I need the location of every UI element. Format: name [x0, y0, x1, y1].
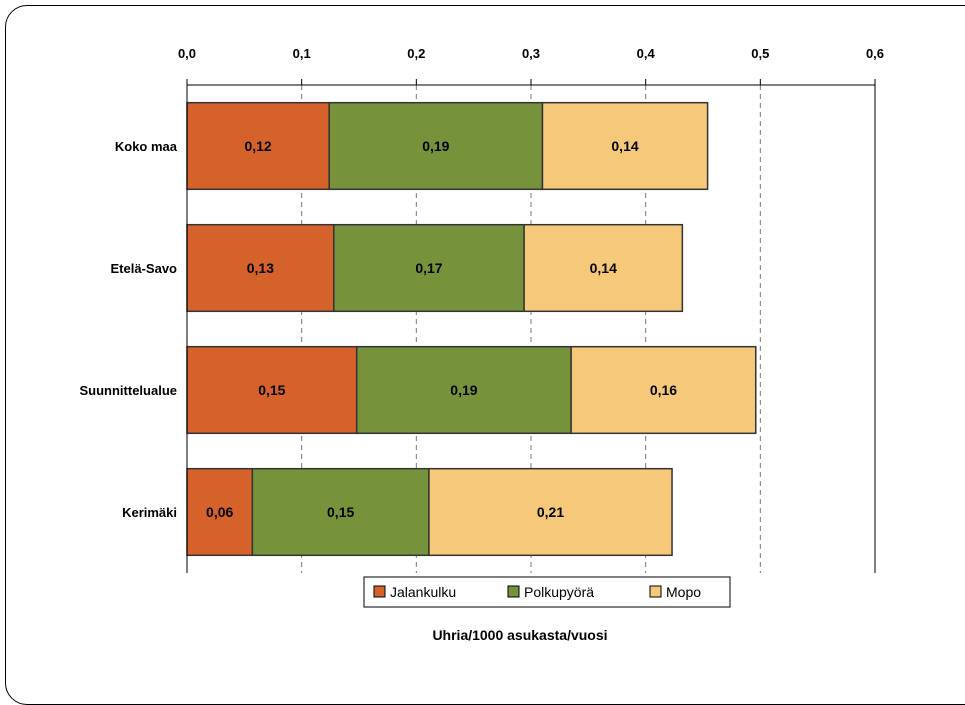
data-label: 0,13: [247, 260, 274, 276]
legend-label: Mopo: [666, 584, 701, 600]
data-label: 0,16: [650, 382, 677, 398]
category-label: Etelä-Savo: [111, 261, 178, 276]
legend-label: Polkupyörä: [524, 584, 594, 600]
data-label: 0,15: [327, 504, 354, 520]
bar-segment: [541, 101, 709, 191]
x-tick-label: 0,1: [293, 46, 311, 61]
x-tick-label: 0,5: [751, 46, 769, 61]
category-labels: Koko maa Etelä-Savo Suunnittelualue Kerimäk…: [80, 139, 178, 520]
category-label: Koko maa: [115, 139, 178, 154]
x-axis-title: Uhria/1000 asukasta/vuosi: [432, 627, 607, 643]
stacked-bar-chart: 0,12 0,19 0,14 0,13 0,17 0,14 0,15 0,19 0,16 0,06…: [80, 46, 885, 643]
bar-segment: [186, 223, 335, 313]
data-label: 0,21: [537, 504, 564, 520]
x-axis: 0,0 0,1 0,2 0,3 0,4 0,5 0,6: [178, 46, 884, 573]
data-label: 0,17: [415, 260, 442, 276]
legend-box: [363, 576, 731, 608]
x-tick-label: 0,0: [178, 46, 196, 61]
legend-label: Jalankulku: [390, 584, 456, 600]
data-label: 0,06: [206, 504, 233, 520]
legend-swatch: [649, 585, 662, 598]
bar-segment: [355, 345, 572, 435]
data-label: 0,19: [450, 382, 477, 398]
category-label: Suunnittelualue: [80, 383, 178, 398]
bar-segment: [186, 345, 358, 435]
x-tick-label: 0,4: [637, 46, 656, 61]
bars: 0,12 0,19 0,14 0,13 0,17 0,14 0,15 0,19 0,16 0,06…: [186, 101, 757, 557]
data-label: 0,19: [422, 138, 449, 154]
bar-segment: [333, 223, 525, 313]
data-label: 0,14: [590, 260, 617, 276]
x-tick-label: 0,3: [522, 46, 540, 61]
category-label: Kerimäki: [122, 505, 177, 520]
bar-segment: [186, 467, 254, 557]
data-label: 0,15: [258, 382, 285, 398]
bar-segment: [186, 101, 330, 191]
data-label: 0,14: [611, 138, 638, 154]
data-label: 0,12: [244, 138, 271, 154]
bar-segment: [428, 467, 673, 557]
legend: Jalankulku Polkupyörä Mopo: [363, 576, 731, 608]
legend-swatch: [373, 585, 386, 598]
legend-swatch: [507, 585, 520, 598]
x-tick-label: 0,6: [866, 46, 884, 61]
x-tick-label: 0,2: [407, 46, 425, 61]
bar-segment: [523, 223, 684, 313]
bar-segment: [251, 467, 430, 557]
bar-segment: [570, 345, 757, 435]
